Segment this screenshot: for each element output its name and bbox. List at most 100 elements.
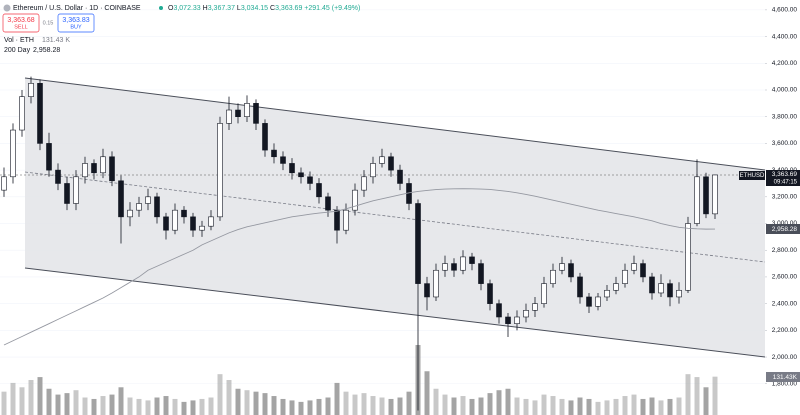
y-tick-label: 1,800.00: [772, 380, 798, 387]
volume-bar: [523, 398, 529, 415]
volume-bar: [577, 397, 583, 415]
volume-bar: [289, 400, 295, 415]
volume-bar: [253, 391, 259, 415]
candle-body: [604, 289, 610, 298]
candle-body: [568, 263, 574, 278]
symbol-icon: [3, 4, 11, 12]
volume-bar: [109, 394, 115, 415]
candle-body: [694, 176, 700, 224]
volume-bar: [325, 397, 331, 415]
candle-body: [469, 256, 475, 264]
candle-body: [595, 296, 601, 307]
candle-body: [361, 176, 367, 191]
volume-bar: [694, 377, 700, 415]
volume-bar: [397, 397, 403, 415]
ma-value: 2,958.28: [33, 47, 60, 54]
y-tick-label: 2,800.00: [772, 247, 798, 254]
candle-body: [631, 263, 637, 271]
volume-bar: [658, 400, 664, 415]
candle-body: [712, 174, 718, 215]
candle-body: [415, 203, 421, 284]
candle-body: [658, 283, 664, 294]
ma-tag-value: 2,958.28: [772, 226, 798, 233]
candle-body: [379, 156, 385, 164]
y-tick-label: 2,000.00: [772, 354, 798, 361]
candle-body: [10, 129, 16, 178]
volume-bar: [136, 398, 142, 415]
candle-body: [325, 196, 331, 211]
buy-button[interactable]: [57, 13, 95, 33]
volume-bar: [478, 397, 484, 415]
candle-body: [685, 223, 691, 291]
buy-label: BUY: [70, 24, 82, 30]
candle-body: [82, 163, 88, 178]
ma-tag: [766, 224, 800, 234]
y-tick-label: 3,800.00: [772, 113, 798, 120]
volume-bar: [487, 393, 493, 415]
market-status: [159, 6, 163, 10]
volume-bar: [334, 382, 340, 415]
volume-bar: [190, 400, 196, 415]
c-label: C: [270, 5, 275, 12]
volume-bar: [1, 391, 7, 415]
volume-bar: [271, 396, 277, 415]
volume-bar: [73, 390, 79, 415]
candle-body: [253, 103, 259, 124]
axis-background: [765, 0, 800, 415]
volume-bar: [676, 397, 682, 415]
h-label: H: [203, 5, 208, 12]
candle-body: [397, 169, 403, 184]
candle-body: [145, 196, 151, 204]
volume-bar: [604, 400, 610, 415]
candle-body: [460, 256, 466, 271]
h-value: 3,367.37: [208, 5, 235, 12]
volume-bar: [46, 388, 52, 415]
volume-bar: [505, 388, 511, 415]
candle-body: [217, 123, 223, 218]
candle-body: [514, 316, 520, 324]
candle-body: [388, 156, 394, 171]
o-label: O: [168, 5, 174, 12]
candle-body: [334, 209, 340, 231]
channel-upper: [24, 77, 766, 171]
y-tick-label: 2,200.00: [772, 327, 798, 334]
volume-bar: [469, 398, 475, 415]
y-tick-label: 4,400.00: [772, 33, 798, 40]
volume-bar: [82, 397, 88, 415]
candle-body: [703, 176, 709, 215]
candle-body: [235, 109, 241, 118]
spread: 0.15: [43, 20, 54, 26]
volume-bar: [199, 398, 205, 415]
volume-bar: [541, 394, 547, 415]
sell-button[interactable]: [2, 13, 40, 33]
y-tick-label: 3,600.00: [772, 140, 798, 147]
candle-body: [199, 225, 205, 231]
candle-body: [271, 149, 277, 158]
channel-midline: [24, 171, 766, 263]
volume-bar: [352, 394, 358, 415]
candle-body: [613, 283, 619, 291]
ma-label: 200 Day: [4, 47, 31, 54]
volume-bar: [307, 400, 313, 415]
candle-body: [622, 269, 628, 284]
volume-bar: [19, 387, 25, 415]
candle-body: [118, 180, 124, 218]
candle-body: [433, 269, 439, 298]
volume-bar: [550, 396, 556, 415]
volume-bar: [100, 396, 106, 415]
candle-body: [442, 263, 448, 271]
y-tick-label: 2,600.00: [772, 274, 798, 281]
volume-layer: [1, 345, 718, 415]
volume-bar: [685, 374, 691, 415]
volume-bar: [388, 398, 394, 415]
volume-bar: [154, 397, 160, 415]
countdown: 09:47:15: [774, 180, 798, 186]
volume-bar: [595, 401, 601, 415]
volume-bar: [622, 396, 628, 415]
volume-bar: [208, 397, 214, 415]
volume-bar: [343, 391, 349, 415]
candle-body: [28, 83, 34, 97]
candle-body: [154, 196, 160, 218]
price-axis: 1,800.00 2,000.00 2,200.00 2,400.00 2,600.00…: [765, 0, 800, 415]
